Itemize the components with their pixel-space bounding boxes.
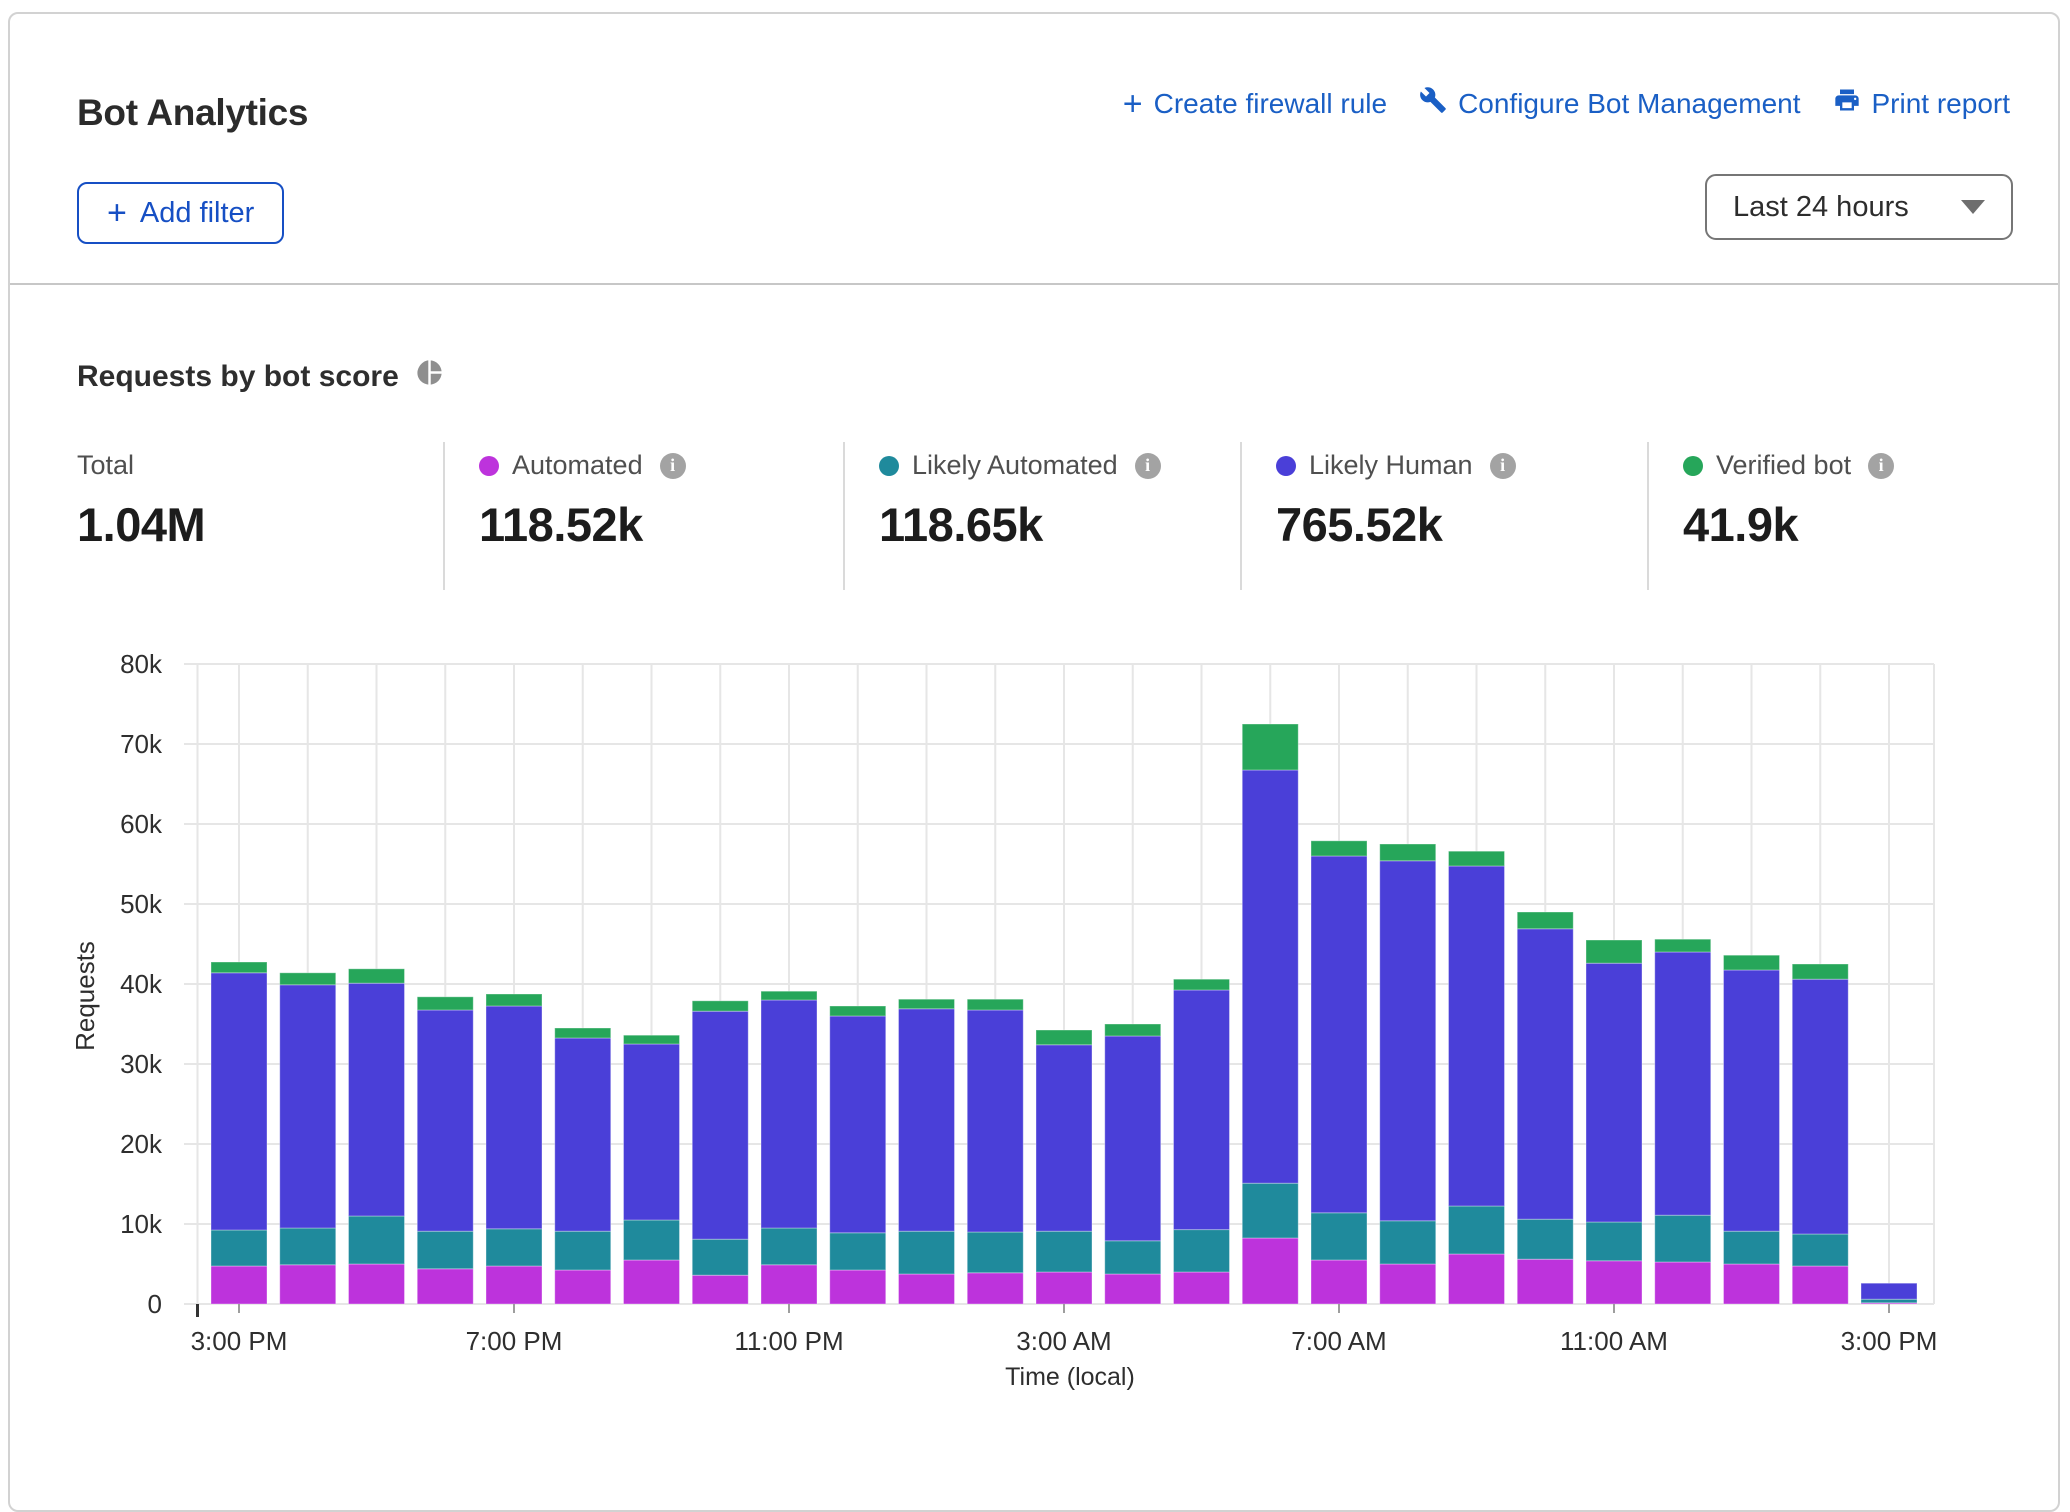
pie-chart-icon	[415, 358, 444, 395]
stat-likely-automated: Likely Automated i 118.65k	[843, 442, 1240, 590]
svg-text:7:00 AM: 7:00 AM	[1291, 1326, 1386, 1356]
likely-human-legend-dot	[1276, 455, 1296, 476]
svg-text:11:00 PM: 11:00 PM	[734, 1326, 843, 1356]
info-icon[interactable]: i	[1134, 452, 1161, 479]
svg-text:7:00 PM: 7:00 PM	[466, 1326, 563, 1356]
stat-total-value: 1.04M	[77, 498, 206, 551]
svg-text:11:00 AM: 11:00 AM	[1560, 1326, 1668, 1356]
stat-likely-automated-value: 118.65k	[879, 498, 1043, 551]
time-range-value: Last 24 hours	[1733, 190, 1909, 223]
svg-text:50k: 50k	[120, 889, 163, 919]
section-title: Requests by bot score	[77, 359, 399, 393]
svg-text:70k: 70k	[120, 729, 163, 759]
svg-text:3:00 PM: 3:00 PM	[191, 1326, 288, 1356]
configure-bot-management-label: Configure Bot Management	[1458, 87, 1801, 119]
bot-analytics-card: Bot Analytics + Create firewall rule Con…	[8, 12, 2060, 1512]
time-range-dropdown[interactable]: Last 24 hours	[1705, 174, 2013, 240]
add-filter-label: Add filter	[139, 196, 255, 229]
svg-text:3:00 AM: 3:00 AM	[1016, 1326, 1111, 1356]
verified-bot-legend-dot	[1683, 455, 1703, 476]
printer-icon	[1833, 86, 1861, 121]
svg-text:40k: 40k	[120, 969, 163, 999]
svg-text:Time (local): Time (local)	[1005, 1363, 1135, 1391]
print-report-label: Print report	[1871, 87, 2011, 119]
stat-likely-human: Likely Human i 765.52k	[1240, 442, 1647, 590]
requests-by-bot-score-chart[interactable]: 0 10k 20k 30k 40k 50k 60k 70k 80k 3:00 PM 7:00 PM 1…	[10, 636, 2062, 1396]
stat-likely-automated-label: Likely Automated	[912, 450, 1118, 480]
svg-text:10k: 10k	[120, 1209, 163, 1239]
stat-total-label: Total	[77, 450, 135, 480]
section-title-row: Requests by bot score	[77, 358, 444, 395]
wrench-icon	[1419, 86, 1447, 121]
likely-automated-legend-dot	[879, 455, 899, 476]
svg-text:60k: 60k	[120, 809, 163, 839]
stat-verified-bot-value: 41.9k	[1683, 498, 1799, 551]
stat-total: Total 1.04M	[10, 442, 443, 590]
card-header: Bot Analytics + Create firewall rule Con…	[10, 14, 2058, 285]
chevron-down-icon	[1961, 200, 1985, 214]
svg-text:0: 0	[148, 1289, 162, 1319]
stat-likely-human-label: Likely Human	[1309, 450, 1473, 480]
svg-text:20k: 20k	[120, 1129, 163, 1159]
legend-stats-row: Total 1.04M Automated i 118.52k Likely A…	[10, 442, 2062, 590]
automated-legend-dot	[479, 455, 499, 476]
page-title: Bot Analytics	[77, 92, 309, 133]
svg-text:30k: 30k	[120, 1049, 163, 1079]
stat-likely-human-value: 765.52k	[1276, 498, 1443, 551]
print-report-link[interactable]: Print report	[1833, 86, 2011, 121]
svg-text:80k: 80k	[120, 649, 163, 679]
info-icon[interactable]: i	[1868, 452, 1895, 479]
stat-verified-bot-label: Verified bot	[1716, 450, 1852, 480]
create-firewall-rule-label: Create firewall rule	[1153, 87, 1388, 119]
info-icon[interactable]: i	[1489, 452, 1516, 479]
stat-automated: Automated i 118.52k	[443, 442, 843, 590]
configure-bot-management-link[interactable]: Configure Bot Management	[1419, 86, 1801, 121]
plus-icon: +	[107, 194, 127, 232]
header-actions: + Create firewall rule Configure Bot Man…	[1123, 86, 2010, 121]
stat-automated-label: Automated	[512, 450, 643, 480]
create-firewall-rule-link[interactable]: + Create firewall rule	[1123, 87, 1387, 121]
stat-verified-bot: Verified bot i 41.9k	[1647, 442, 2062, 590]
plus-icon: +	[1122, 84, 1143, 123]
svg-text:3:00 PM: 3:00 PM	[1841, 1326, 1938, 1356]
stat-automated-value: 118.52k	[479, 498, 643, 551]
svg-text:Requests: Requests	[70, 941, 100, 1051]
add-filter-button[interactable]: + Add filter	[77, 182, 285, 244]
info-icon[interactable]: i	[659, 452, 686, 479]
